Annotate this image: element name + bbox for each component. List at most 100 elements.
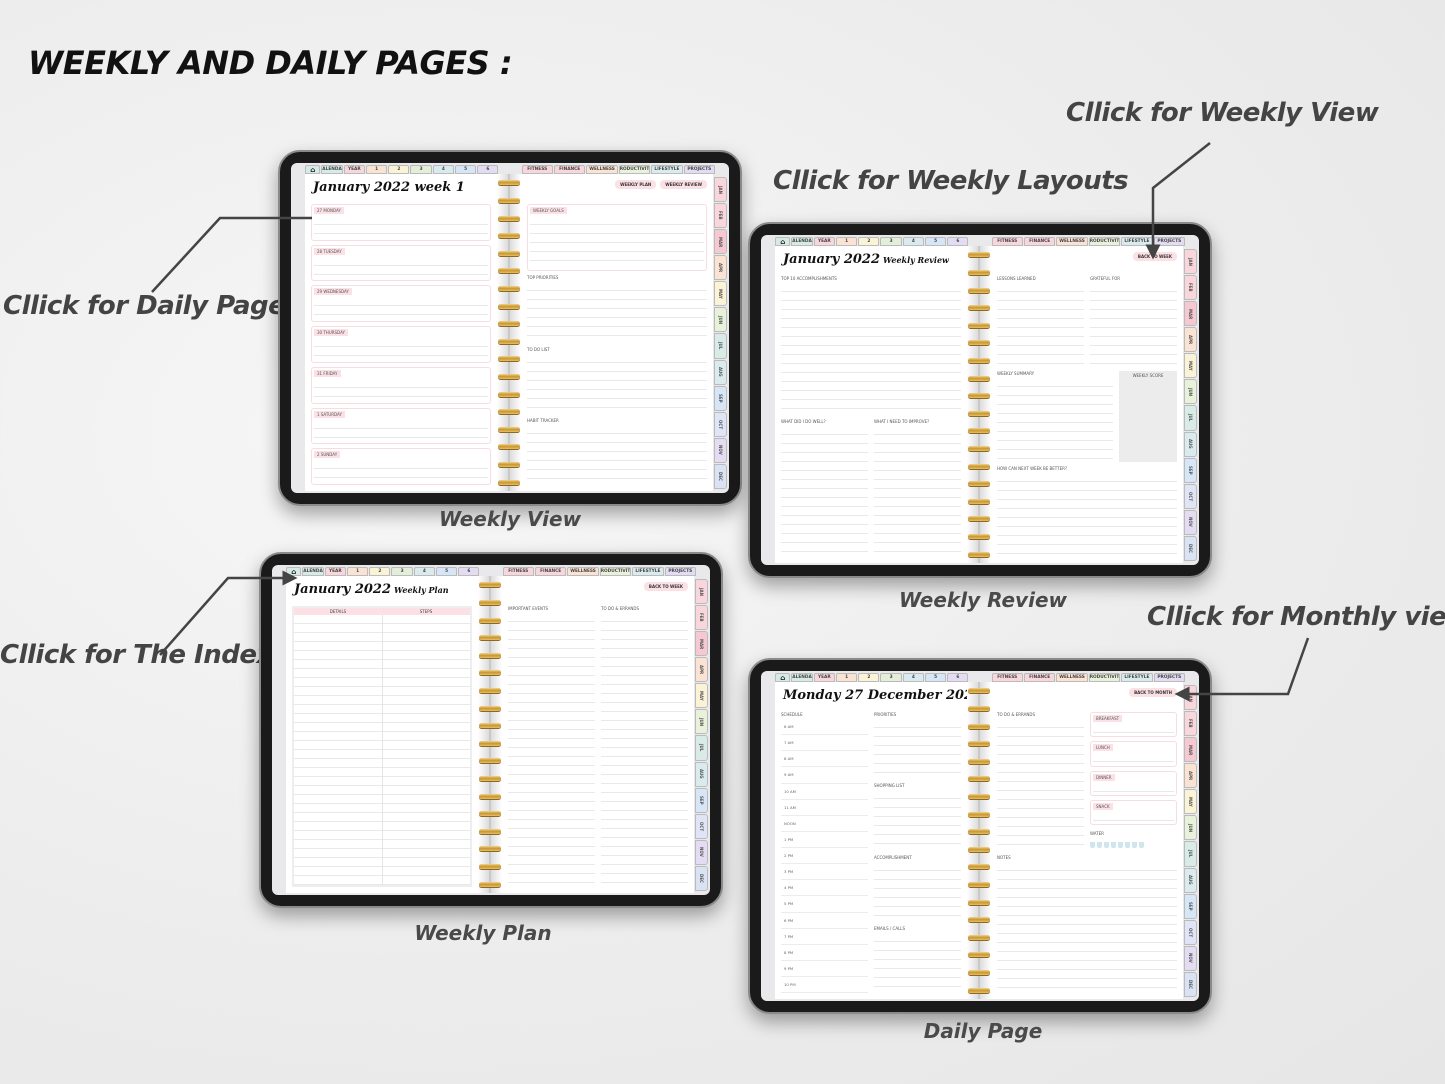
schedule-slot[interactable]: NOON	[781, 816, 868, 832]
tab-fitness[interactable]: FITNESS	[991, 237, 1023, 246]
writing-lines[interactable]	[1093, 753, 1174, 764]
schedule-slot[interactable]: 8 AM	[781, 751, 868, 768]
tab-calendar[interactable]: CALENDAR	[791, 237, 813, 246]
month-tab-may[interactable]: MAY	[714, 281, 727, 307]
tab-5[interactable]: 5	[924, 673, 947, 682]
month-tab-dec[interactable]: DEC	[1184, 971, 1197, 997]
month-tab-dec[interactable]: DEC	[695, 865, 708, 891]
month-tab-nov[interactable]: NOV	[1184, 509, 1197, 535]
tab-finance[interactable]: FINANCE	[1023, 237, 1056, 246]
writing-lines[interactable]	[997, 473, 1177, 557]
writing-lines[interactable]	[314, 297, 488, 320]
water-cup-icon[interactable]	[1090, 842, 1095, 849]
month-tab-sep[interactable]: SEP	[695, 787, 708, 813]
schedule-slot[interactable]: 9 PM	[781, 961, 868, 977]
writing-lines[interactable]	[997, 861, 1177, 993]
tab-2[interactable]: 2	[858, 237, 880, 246]
schedule-slot[interactable]: 10 PM	[781, 977, 868, 994]
tab-wellness[interactable]: WELLNESS	[567, 567, 599, 576]
writing-lines[interactable]	[314, 419, 488, 442]
home-icon[interactable]: ⌂	[305, 165, 321, 174]
writing-lines[interactable]	[314, 216, 488, 238]
month-tab-feb[interactable]: FEB	[695, 605, 708, 631]
month-tab-mar[interactable]: MAR	[695, 631, 708, 657]
writing-lines[interactable]	[601, 613, 688, 887]
tab-year[interactable]: YEAR	[813, 673, 835, 682]
writing-lines[interactable]	[314, 460, 488, 483]
tab-fitness[interactable]: FITNESS	[521, 165, 553, 174]
month-tab-jan[interactable]: JAN	[1184, 685, 1197, 711]
month-tab-may[interactable]: MAY	[1184, 353, 1197, 379]
tab-year[interactable]: YEAR	[324, 567, 346, 576]
back-to-month-button[interactable]: BACK TO MONTH	[1129, 688, 1177, 697]
writing-lines[interactable]	[527, 282, 707, 343]
month-tab-jun[interactable]: JUN	[714, 307, 727, 333]
writing-lines[interactable]	[874, 719, 961, 780]
writing-lines[interactable]	[314, 256, 488, 279]
tab-2[interactable]: 2	[369, 567, 391, 576]
tab-3[interactable]: 3	[880, 237, 902, 246]
schedule-slot[interactable]: 4 PM	[781, 880, 868, 897]
water-cup-icon[interactable]	[1132, 842, 1137, 849]
tab-2[interactable]: 2	[388, 165, 410, 174]
tab-fitness[interactable]: FITNESS	[502, 567, 534, 576]
month-tab-feb[interactable]: FEB	[714, 203, 727, 229]
writing-lines[interactable]	[314, 378, 488, 401]
water-cup-icon[interactable]	[1118, 842, 1123, 849]
month-tab-sep[interactable]: SEP	[1184, 457, 1197, 483]
tab-projects[interactable]: PROJECTS	[1153, 237, 1186, 246]
month-tab-dec[interactable]: DEC	[714, 463, 727, 489]
month-tab-jan[interactable]: JAN	[1184, 249, 1197, 275]
schedule-slot[interactable]: 8 PM	[781, 945, 868, 961]
writing-lines[interactable]	[530, 216, 704, 269]
month-tab-apr[interactable]: APR	[1184, 327, 1197, 353]
schedule-slot[interactable]: 11 AM	[781, 800, 868, 816]
home-icon[interactable]: ⌂	[775, 237, 791, 246]
tab-3[interactable]: 3	[410, 165, 432, 174]
tab-1[interactable]: 1	[365, 165, 388, 174]
tab-wellness[interactable]: WELLNESS	[586, 165, 618, 174]
water-cup-icon[interactable]	[1104, 842, 1109, 849]
writing-lines[interactable]	[527, 353, 707, 414]
month-tab-nov[interactable]: NOV	[695, 839, 708, 865]
writing-lines[interactable]	[781, 425, 868, 557]
tab-6[interactable]: 6	[947, 673, 969, 682]
tab-1[interactable]: 1	[835, 673, 858, 682]
tab-wellness[interactable]: WELLNESS	[1056, 673, 1088, 682]
schedule-slot[interactable]: 7 PM	[781, 929, 868, 945]
tab-lifestyle[interactable]: LIFESTYLE	[651, 165, 683, 174]
tab-5[interactable]: 5	[435, 567, 458, 576]
month-tab-aug[interactable]: AUG	[695, 761, 708, 787]
schedule-slot[interactable]: 2 PM	[781, 848, 868, 865]
schedule-slot[interactable]: 7 AM	[781, 735, 868, 752]
month-tab-oct[interactable]: OCT	[1184, 483, 1197, 509]
tab-4[interactable]: 4	[902, 673, 924, 682]
tab-productivity[interactable]: PRODUCTIVITY	[1088, 237, 1121, 246]
writing-lines[interactable]	[1093, 724, 1174, 735]
month-tab-nov[interactable]: NOV	[1184, 945, 1197, 971]
water-cup-icon[interactable]	[1111, 842, 1116, 849]
schedule-slot[interactable]: 6 AM	[781, 719, 868, 736]
writing-lines[interactable]	[508, 613, 595, 887]
month-tab-oct[interactable]: OCT	[695, 813, 708, 839]
writing-lines[interactable]	[1090, 283, 1177, 367]
schedule-slot[interactable]: 3 PM	[781, 864, 868, 881]
tab-calendar[interactable]: CALENDAR	[791, 673, 813, 682]
month-tab-feb[interactable]: FEB	[1184, 711, 1197, 737]
water-cup-icon[interactable]	[1139, 842, 1144, 849]
tab-6[interactable]: 6	[477, 165, 499, 174]
tab-5[interactable]: 5	[924, 237, 947, 246]
writing-lines[interactable]	[874, 861, 961, 922]
month-tab-jun[interactable]: JUN	[695, 709, 708, 735]
back-to-week-button[interactable]: BACK TO WEEK	[1132, 252, 1177, 261]
tab-calendar[interactable]: CALENDAR	[321, 165, 343, 174]
month-tab-jan[interactable]: JAN	[714, 177, 727, 203]
month-tab-oct[interactable]: OCT	[714, 411, 727, 437]
month-tab-apr[interactable]: APR	[695, 657, 708, 683]
month-tab-jul[interactable]: JUL	[695, 735, 708, 761]
tab-finance[interactable]: FINANCE	[534, 567, 567, 576]
weekly-plan-button[interactable]: WEEKLY PLAN	[615, 180, 657, 189]
tab-1[interactable]: 1	[346, 567, 369, 576]
tab-6[interactable]: 6	[947, 237, 969, 246]
writing-lines[interactable]	[527, 424, 707, 485]
